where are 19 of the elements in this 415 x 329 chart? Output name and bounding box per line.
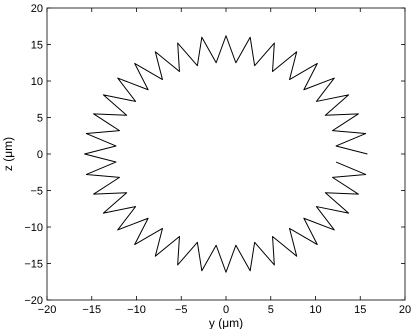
y-tick-label: −5 (30, 186, 43, 198)
x-tick-label: 20 (398, 304, 412, 316)
x-tick-label: 10 (309, 304, 322, 316)
x-tick-label: 0 (222, 304, 230, 316)
y-tick-label: −10 (24, 222, 43, 234)
y-tick-label: 20 (30, 3, 43, 15)
y-tick-label: 10 (30, 76, 43, 88)
line-series (84, 35, 368, 273)
y-tick-label: 15 (30, 40, 43, 52)
y-tick-label: 5 (36, 112, 43, 124)
y-tick-label: 0 (36, 149, 43, 161)
x-tick-label: 15 (354, 304, 366, 316)
x-tick-label: −10 (127, 304, 146, 316)
x-tick-label: −15 (82, 304, 102, 316)
x-tick-label: 5 (268, 304, 274, 316)
y-tick-label: −15 (24, 258, 43, 270)
y-tick-label: −20 (24, 295, 43, 307)
x-tick-label: −5 (174, 304, 188, 316)
y-axis-title: z (μm) (1, 136, 15, 172)
